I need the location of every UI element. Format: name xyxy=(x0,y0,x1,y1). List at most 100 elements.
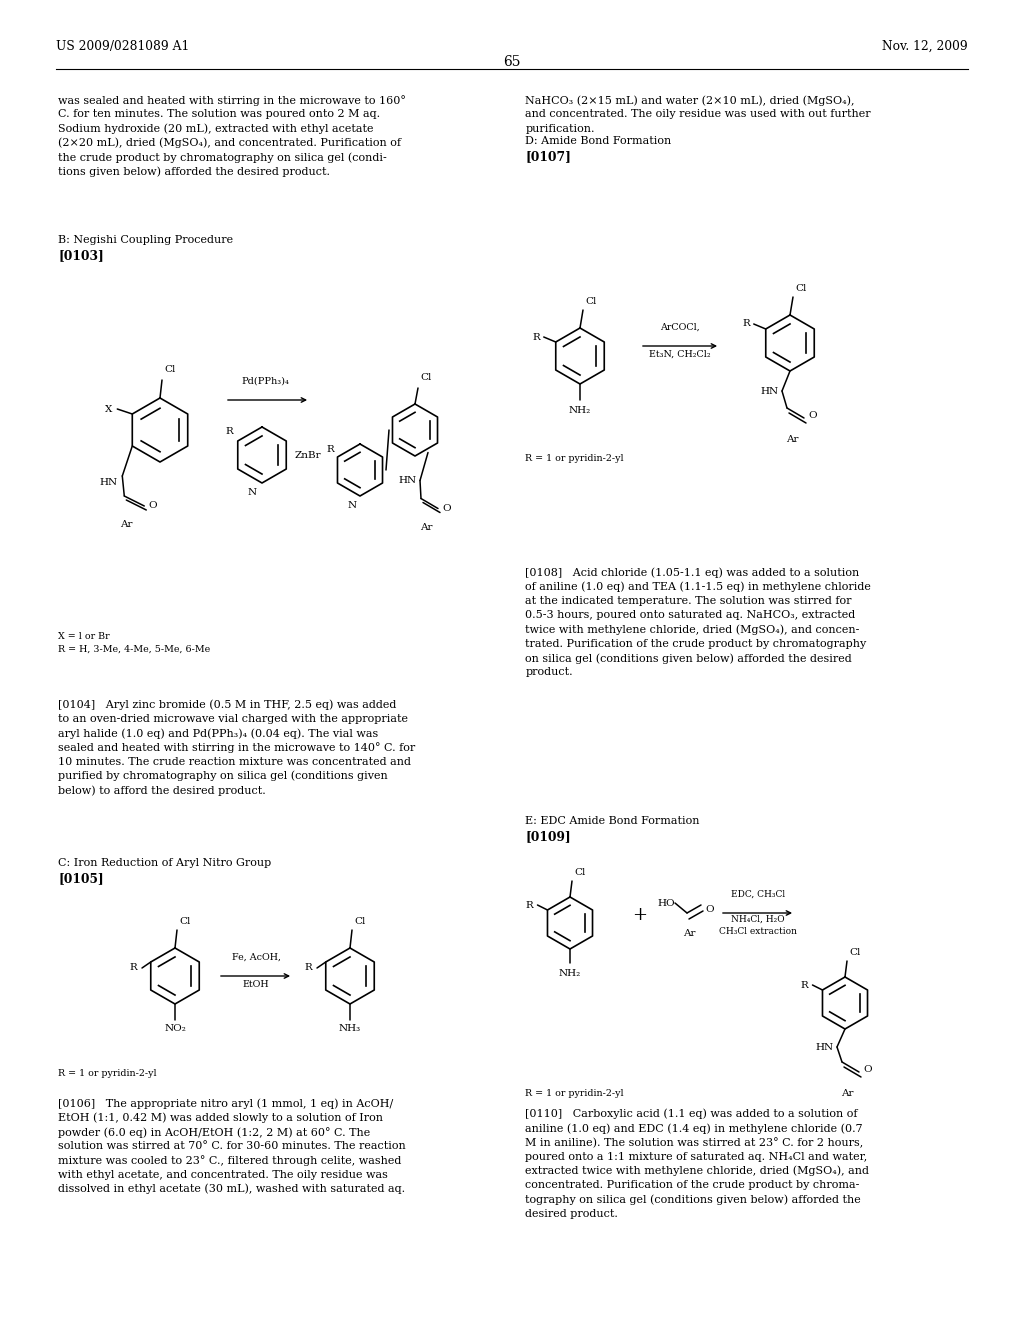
Text: solution was stirred at 70° C. for 30-60 minutes. The reaction: solution was stirred at 70° C. for 30-60… xyxy=(58,1140,407,1151)
Text: B: Negishi Coupling Procedure: B: Negishi Coupling Procedure xyxy=(58,235,233,246)
Text: HN: HN xyxy=(816,1043,834,1052)
Text: [0109]: [0109] xyxy=(525,830,571,843)
Text: R: R xyxy=(225,426,232,436)
Text: (2×20 mL), dried (MgSO₄), and concentrated. Purification of: (2×20 mL), dried (MgSO₄), and concentrat… xyxy=(58,137,401,148)
Text: HN: HN xyxy=(399,477,417,484)
Text: O: O xyxy=(148,502,157,511)
Text: D: Amide Bond Formation: D: Amide Bond Formation xyxy=(525,136,672,147)
Text: extracted twice with methylene chloride, dried (MgSO₄), and: extracted twice with methylene chloride,… xyxy=(525,1166,869,1176)
Text: R = 1 or pyridin-2-yl: R = 1 or pyridin-2-yl xyxy=(58,1069,157,1078)
Text: tography on silica gel (conditions given below) afforded the: tography on silica gel (conditions given… xyxy=(525,1195,861,1205)
Text: R: R xyxy=(525,900,534,909)
Text: [0107]: [0107] xyxy=(525,150,571,164)
Text: [0106]   The appropriate nitro aryl (1 mmol, 1 eq) in AcOH/: [0106] The appropriate nitro aryl (1 mmo… xyxy=(58,1098,393,1109)
Text: Ar: Ar xyxy=(841,1089,853,1098)
Text: N: N xyxy=(347,502,356,510)
Text: twice with methylene chloride, dried (MgSO₄), and concen-: twice with methylene chloride, dried (Mg… xyxy=(525,624,860,635)
Text: Cl: Cl xyxy=(164,366,175,374)
Text: HO: HO xyxy=(657,899,675,908)
Text: R: R xyxy=(129,964,137,973)
Text: NH₃: NH₃ xyxy=(339,1024,361,1034)
Text: below) to afford the desired product.: below) to afford the desired product. xyxy=(58,785,266,796)
Text: [0103]: [0103] xyxy=(58,249,104,263)
Text: dissolved in ethyl acetate (30 mL), washed with saturated aq.: dissolved in ethyl acetate (30 mL), wash… xyxy=(58,1184,406,1195)
Text: at the indicated temperature. The solution was stirred for: at the indicated temperature. The soluti… xyxy=(525,597,852,606)
Text: O: O xyxy=(442,504,451,513)
Text: ArCOCl,: ArCOCl, xyxy=(660,323,699,333)
Text: Sodium hydroxide (20 mL), extracted with ethyl acetate: Sodium hydroxide (20 mL), extracted with… xyxy=(58,124,374,135)
Text: sealed and heated with stirring in the microwave to 140° C. for: sealed and heated with stirring in the m… xyxy=(58,742,416,754)
Text: Cl: Cl xyxy=(795,284,806,293)
Text: tions given below) afforded the desired product.: tions given below) afforded the desired … xyxy=(58,166,331,177)
Text: US 2009/0281089 A1: US 2009/0281089 A1 xyxy=(56,40,189,53)
Text: NH₄Cl, H₂O: NH₄Cl, H₂O xyxy=(731,915,784,924)
Text: concentrated. Purification of the crude product by chroma-: concentrated. Purification of the crude … xyxy=(525,1180,860,1191)
Text: R: R xyxy=(532,333,540,342)
Text: product.: product. xyxy=(525,668,573,677)
Text: EtOH: EtOH xyxy=(243,979,269,989)
Text: C. for ten minutes. The solution was poured onto 2 M aq.: C. for ten minutes. The solution was pou… xyxy=(58,110,381,119)
Text: R: R xyxy=(304,964,312,973)
Text: R: R xyxy=(327,445,335,454)
Text: aryl halide (1.0 eq) and Pd(PPh₃)₄ (0.04 eq). The vial was: aryl halide (1.0 eq) and Pd(PPh₃)₄ (0.04… xyxy=(58,729,379,739)
Text: and concentrated. The oily residue was used with out further: and concentrated. The oily residue was u… xyxy=(525,110,871,119)
Text: was sealed and heated with stirring in the microwave to 160°: was sealed and heated with stirring in t… xyxy=(58,95,407,106)
Text: R = H, 3-Me, 4-Me, 5-Me, 6-Me: R = H, 3-Me, 4-Me, 5-Me, 6-Me xyxy=(58,645,211,653)
Text: +: + xyxy=(633,906,647,924)
Text: CH₃Cl extraction: CH₃Cl extraction xyxy=(719,927,797,936)
Text: NH₂: NH₂ xyxy=(559,969,582,978)
Text: ZnBr: ZnBr xyxy=(295,450,322,459)
Text: Ar: Ar xyxy=(120,520,132,529)
Text: poured onto a 1:1 mixture of saturated aq. NH₄Cl and water,: poured onto a 1:1 mixture of saturated a… xyxy=(525,1151,867,1162)
Text: on silica gel (conditions given below) afforded the desired: on silica gel (conditions given below) a… xyxy=(525,653,852,664)
Text: EtOH (1:1, 0.42 M) was added slowly to a solution of Iron: EtOH (1:1, 0.42 M) was added slowly to a… xyxy=(58,1113,383,1123)
Text: 0.5-3 hours, poured onto saturated aq. NaHCO₃, extracted: 0.5-3 hours, poured onto saturated aq. N… xyxy=(525,610,856,620)
Text: purified by chromatography on silica gel (conditions given: purified by chromatography on silica gel… xyxy=(58,771,388,781)
Text: N: N xyxy=(248,488,257,498)
Text: O: O xyxy=(863,1064,871,1073)
Text: NO₂: NO₂ xyxy=(164,1024,186,1034)
Text: EDC, CH₃Cl: EDC, CH₃Cl xyxy=(731,890,785,899)
Text: X: X xyxy=(104,404,113,413)
Text: 65: 65 xyxy=(503,55,521,70)
Text: of aniline (1.0 eq) and TEA (1.1-1.5 eq) in methylene chloride: of aniline (1.0 eq) and TEA (1.1-1.5 eq)… xyxy=(525,582,871,593)
Text: [0110]   Carboxylic acid (1.1 eq) was added to a solution of: [0110] Carboxylic acid (1.1 eq) was adde… xyxy=(525,1109,858,1119)
Text: R = 1 or pyridin-2-yl: R = 1 or pyridin-2-yl xyxy=(525,1089,624,1098)
Text: Cl: Cl xyxy=(585,297,596,306)
Text: [0108]   Acid chloride (1.05-1.1 eq) was added to a solution: [0108] Acid chloride (1.05-1.1 eq) was a… xyxy=(525,568,859,578)
Text: HN: HN xyxy=(761,387,779,396)
Text: Cl: Cl xyxy=(574,869,586,876)
Text: [0104]   Aryl zinc bromide (0.5 M in THF, 2.5 eq) was added: [0104] Aryl zinc bromide (0.5 M in THF, … xyxy=(58,700,396,710)
Text: HN: HN xyxy=(99,478,118,487)
Text: NH₂: NH₂ xyxy=(569,407,591,414)
Text: NaHCO₃ (2×15 mL) and water (2×10 mL), dried (MgSO₄),: NaHCO₃ (2×15 mL) and water (2×10 mL), dr… xyxy=(525,95,855,106)
Text: Cl: Cl xyxy=(849,948,860,957)
Text: purification.: purification. xyxy=(525,124,595,133)
Text: 10 minutes. The crude reaction mixture was concentrated and: 10 minutes. The crude reaction mixture w… xyxy=(58,756,412,767)
Text: O: O xyxy=(705,904,714,913)
Text: Ar: Ar xyxy=(785,436,799,444)
Text: with ethyl acetate, and concentrated. The oily residue was: with ethyl acetate, and concentrated. Th… xyxy=(58,1170,388,1180)
Text: aniline (1.0 eq) and EDC (1.4 eq) in methylene chloride (0.7: aniline (1.0 eq) and EDC (1.4 eq) in met… xyxy=(525,1123,863,1134)
Text: Cl: Cl xyxy=(179,917,190,927)
Text: X = l or Br: X = l or Br xyxy=(58,632,110,642)
Text: the crude product by chromatography on silica gel (condi-: the crude product by chromatography on s… xyxy=(58,152,387,162)
Text: Ar: Ar xyxy=(420,523,432,532)
Text: to an oven-dried microwave vial charged with the appropriate: to an oven-dried microwave vial charged … xyxy=(58,714,409,723)
Text: Pd(PPh₃)₄: Pd(PPh₃)₄ xyxy=(241,378,289,385)
Text: powder (6.0 eq) in AcOH/EtOH (1:2, 2 M) at 60° C. The: powder (6.0 eq) in AcOH/EtOH (1:2, 2 M) … xyxy=(58,1127,371,1138)
Text: mixture was cooled to 23° C., filtered through celite, washed: mixture was cooled to 23° C., filtered t… xyxy=(58,1155,401,1166)
Text: O: O xyxy=(808,411,816,420)
Text: C: Iron Reduction of Aryl Nitro Group: C: Iron Reduction of Aryl Nitro Group xyxy=(58,858,271,869)
Text: Cl: Cl xyxy=(354,917,366,927)
Text: M in aniline). The solution was stirred at 23° C. for 2 hours,: M in aniline). The solution was stirred … xyxy=(525,1138,863,1148)
Text: desired product.: desired product. xyxy=(525,1209,618,1218)
Text: E: EDC Amide Bond Formation: E: EDC Amide Bond Formation xyxy=(525,816,699,826)
Text: R = 1 or pyridin-2-yl: R = 1 or pyridin-2-yl xyxy=(525,454,624,463)
Text: R: R xyxy=(742,319,750,329)
Text: Fe, AcOH,: Fe, AcOH, xyxy=(231,953,281,962)
Text: Et₃N, CH₂Cl₂: Et₃N, CH₂Cl₂ xyxy=(649,350,711,359)
Text: Ar: Ar xyxy=(683,929,695,939)
Text: Nov. 12, 2009: Nov. 12, 2009 xyxy=(882,40,968,53)
Text: R: R xyxy=(801,981,809,990)
